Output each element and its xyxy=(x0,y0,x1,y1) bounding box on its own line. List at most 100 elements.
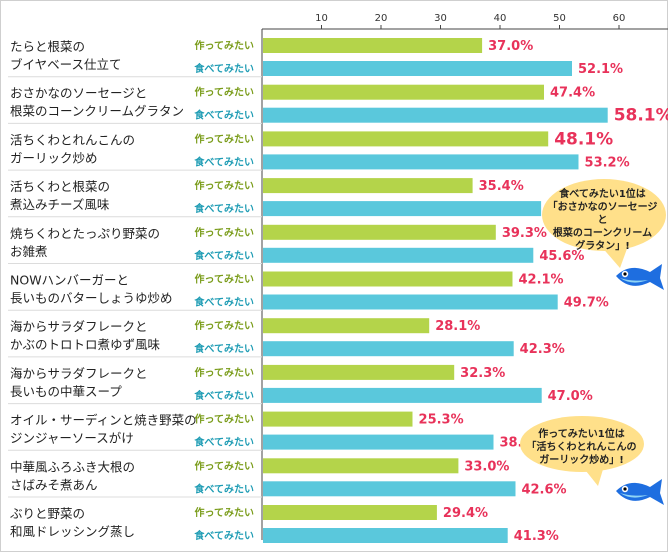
value-label: 48.1% xyxy=(554,129,613,149)
callout-eat-line-4: グラタン」! xyxy=(575,241,630,252)
bar-eat xyxy=(263,61,572,76)
dish-name-line: かぶのトロトロ煮ゆず風味 xyxy=(10,337,161,352)
dish-name-line: たらと根菜の xyxy=(10,39,85,54)
value-label: 49.7% xyxy=(564,296,609,311)
callout-make-bubble-tail xyxy=(582,466,604,486)
callout-eat-line-1: 食べてみたい1位は xyxy=(559,189,646,200)
callout-eat-line-2: 「おさかなのソーセージと xyxy=(547,202,658,226)
dish-name-line: さばみそ煮あん xyxy=(10,477,98,492)
series-label: 食べてみたい xyxy=(193,342,254,355)
x-tick-label: 50 xyxy=(553,13,566,24)
value-label: 42.6% xyxy=(521,482,566,497)
value-label: 41.3% xyxy=(514,529,559,544)
bar-make xyxy=(263,411,413,427)
callout-make-line-1: 作ってみたい1位は xyxy=(538,429,625,440)
dish-name-line: オイル・サーディンと焼き野菜の xyxy=(10,413,197,428)
x-tick-label: 60 xyxy=(613,13,626,24)
bar-eat xyxy=(263,341,514,357)
series-label: 食べてみたい xyxy=(193,529,254,542)
dish-name-line: 中華風ふろふき大根の xyxy=(10,459,135,474)
bar-eat xyxy=(263,154,579,170)
series-label: 作ってみたい xyxy=(195,86,255,99)
value-label: 45.6% xyxy=(539,249,584,264)
bar-eat xyxy=(263,528,508,543)
series-label: 作ってみたい xyxy=(195,506,255,519)
dish-name-line: ブイヤベース仕立て xyxy=(10,57,122,72)
series-label: 作ってみたい xyxy=(195,319,255,332)
series-label: 作ってみたい xyxy=(195,459,255,472)
series-label: 食べてみたい xyxy=(193,389,254,402)
bar-make xyxy=(263,271,513,287)
x-tick-label: 40 xyxy=(494,13,507,24)
series-label: 作ってみたい xyxy=(195,179,255,192)
series-label: 作ってみたい xyxy=(195,39,255,52)
callout-eat-text: 食べてみたい1位は 「おさかなのソーセージと 根菜のコーンクリーム グラタン」! xyxy=(545,188,660,253)
value-label: 42.1% xyxy=(518,273,563,288)
value-label: 37.0% xyxy=(488,39,533,54)
value-label: 29.4% xyxy=(443,506,488,521)
value-label: 58.1% xyxy=(614,106,668,126)
value-label: 33.0% xyxy=(464,459,509,474)
dish-name-line: ぶりと野菜の xyxy=(10,506,85,521)
dish-name-line: NOWハンバーガーと xyxy=(10,273,129,288)
series-label: 作ってみたい xyxy=(195,366,255,379)
dish-name-line: 和風ドレッシング蒸し xyxy=(10,524,135,539)
series-label: 作ってみたい xyxy=(195,132,255,145)
dish-name-line: 海からサラダフレークと xyxy=(10,366,148,381)
bar-make xyxy=(263,84,544,100)
bar-make xyxy=(263,224,496,240)
bar-eat xyxy=(263,434,494,450)
callout-make-line-3: ガーリック炒め」! xyxy=(539,455,624,466)
x-tick-label: 10 xyxy=(315,13,328,24)
bar-make xyxy=(263,318,430,334)
value-label: 28.1% xyxy=(435,319,480,334)
series-label: 食べてみたい xyxy=(193,62,254,75)
series-label: 作ってみたい xyxy=(195,413,255,426)
value-label: 47.0% xyxy=(548,389,593,404)
dish-name-line: 海からサラダフレークと xyxy=(10,319,148,334)
callout-eat-bubble xyxy=(542,179,666,251)
value-label: 32.3% xyxy=(460,366,505,381)
callout-eat-line-3: 根菜のコーンクリーム xyxy=(552,228,653,239)
dish-name-line: ガーリック炒め xyxy=(10,150,98,165)
dish-name-line: 活ちくわと根菜の xyxy=(10,179,110,194)
dish-name-line: 根菜のコーンクリームグラタン xyxy=(10,104,184,119)
dish-name-line: ジンジャーソースがけ xyxy=(10,431,134,446)
series-label: 食べてみたい xyxy=(193,202,254,215)
value-label: 47.4% xyxy=(550,86,595,101)
dish-name-line: 焼ちくわとたっぷり野菜の xyxy=(10,226,160,241)
series-label: 食べてみたい xyxy=(193,482,254,495)
value-label: 39.3% xyxy=(502,226,547,241)
bar-make xyxy=(263,38,483,53)
x-tick-label: 30 xyxy=(434,13,447,24)
callout-make-text: 作ってみたい1位は 「活ちくわとれんこんの ガーリック炒め」! xyxy=(524,428,639,467)
value-label: 25.3% xyxy=(419,413,464,428)
bar-make xyxy=(263,178,473,194)
value-label: 52.1% xyxy=(578,62,623,77)
value-label: 42.3% xyxy=(520,342,565,357)
value-label: 53.2% xyxy=(585,155,630,170)
dish-name-line: 煮込みチーズ風味 xyxy=(10,197,110,212)
bar-eat xyxy=(263,387,542,403)
bar-make xyxy=(263,131,549,147)
dish-name-line: 長いものバターしょうゆ炒め xyxy=(10,291,173,306)
bar-eat xyxy=(263,201,542,217)
dish-name-line: お雑煮 xyxy=(10,244,48,259)
bar-eat xyxy=(263,247,534,263)
series-label: 食べてみたい xyxy=(193,155,254,168)
dish-name-line: おさかなのソーセージと xyxy=(10,86,147,101)
dish-name-line: 活ちくわとれんこんの xyxy=(10,132,135,147)
bar-eat xyxy=(263,481,516,497)
callout-make-bubble xyxy=(520,416,644,472)
fish-icon xyxy=(616,264,664,290)
bar-eat xyxy=(263,294,558,310)
bar-eat xyxy=(263,107,608,123)
series-label: 作ってみたい xyxy=(195,226,255,239)
bar-make xyxy=(263,364,455,380)
fish-icon xyxy=(616,479,664,505)
series-label: 食べてみたい xyxy=(193,436,254,449)
dish-name-line: 長いもの中華スープ xyxy=(10,384,122,399)
x-tick-label: 20 xyxy=(375,13,388,24)
series-label: 食べてみたい xyxy=(193,109,254,122)
